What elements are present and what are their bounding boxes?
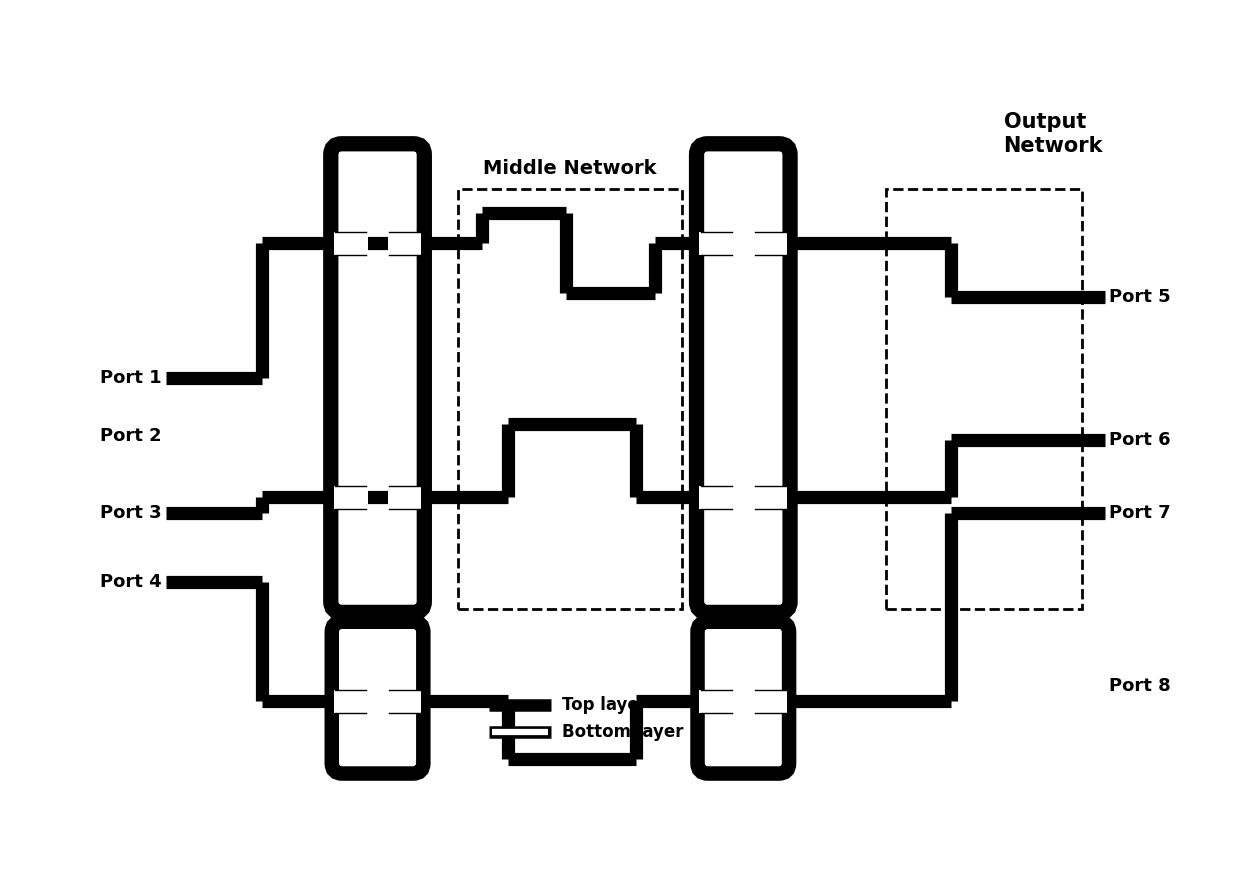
Text: Middle Network: Middle Network [484, 159, 657, 178]
Text: Port 6: Port 6 [1109, 431, 1171, 449]
Text: Port 7: Port 7 [1109, 504, 1171, 522]
Bar [885, 189, 1083, 609]
Bar [388, 690, 422, 713]
FancyBboxPatch shape [331, 144, 424, 613]
Bar [388, 486, 422, 509]
Text: Top layer: Top layer [563, 697, 647, 714]
Bar [754, 486, 787, 509]
FancyBboxPatch shape [698, 622, 789, 773]
Bar [459, 189, 682, 609]
Bar [699, 486, 733, 509]
Bar [754, 232, 787, 255]
Text: Port 2: Port 2 [100, 427, 162, 445]
Text: Bottom layer: Bottom layer [563, 723, 683, 741]
FancyBboxPatch shape [332, 622, 423, 773]
Bar [699, 232, 733, 255]
Text: Port 8: Port 8 [1109, 677, 1171, 695]
Text: Port 1: Port 1 [100, 369, 162, 387]
Bar [754, 690, 787, 713]
Bar [334, 690, 367, 713]
Bar [334, 486, 367, 509]
Text: Port 3: Port 3 [100, 504, 162, 522]
Text: Port 4: Port 4 [100, 574, 162, 591]
Text: Output
Network: Output Network [1003, 112, 1104, 155]
Text: Port 5: Port 5 [1109, 288, 1171, 306]
Bar [388, 232, 422, 255]
Bar [699, 690, 733, 713]
Bar [334, 232, 367, 255]
FancyBboxPatch shape [697, 144, 790, 613]
